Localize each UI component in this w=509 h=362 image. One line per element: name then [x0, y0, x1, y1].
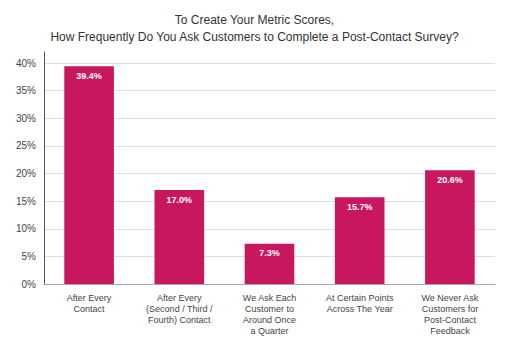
svg-text:0%: 0% — [22, 279, 37, 290]
svg-text:40%: 40% — [16, 58, 36, 69]
svg-text:20.6%: 20.6% — [437, 175, 463, 185]
svg-text:We Ask Each: We Ask Each — [243, 293, 296, 303]
svg-text:30%: 30% — [16, 113, 36, 124]
svg-text:Post-Contact: Post-Contact — [424, 315, 477, 325]
svg-text:Customer to: Customer to — [245, 304, 294, 314]
svg-text:Fourth) Contact: Fourth) Contact — [148, 315, 211, 325]
svg-text:Around Once: Around Once — [243, 315, 296, 325]
svg-text:17.0%: 17.0% — [167, 195, 193, 205]
svg-text:a Quarter: a Quarter — [250, 326, 288, 336]
svg-text:After Every: After Every — [67, 293, 112, 303]
svg-text:35%: 35% — [16, 85, 36, 96]
svg-text:7.3%: 7.3% — [259, 248, 280, 258]
svg-text:To Create Your Metric Scores,: To Create Your Metric Scores, — [175, 13, 334, 27]
svg-text:(Second / Third /: (Second / Third / — [146, 304, 213, 314]
svg-text:10%: 10% — [16, 223, 36, 234]
svg-text:Contact: Contact — [74, 304, 106, 314]
svg-text:After Every: After Every — [157, 293, 202, 303]
svg-text:39.4%: 39.4% — [76, 71, 102, 81]
svg-text:25%: 25% — [16, 140, 36, 151]
svg-text:At Certain Points: At Certain Points — [326, 293, 394, 303]
svg-text:How Frequently Do You Ask Cust: How Frequently Do You Ask Customers to C… — [50, 30, 459, 44]
svg-text:15.7%: 15.7% — [347, 202, 373, 212]
svg-text:5%: 5% — [22, 251, 37, 262]
svg-text:Customers for: Customers for — [422, 304, 479, 314]
svg-text:We Never Ask: We Never Ask — [421, 293, 478, 303]
svg-text:15%: 15% — [16, 196, 36, 207]
svg-text:Across The Year: Across The Year — [327, 304, 393, 314]
svg-text:20%: 20% — [16, 168, 36, 179]
svg-text:Feedback: Feedback — [430, 326, 470, 336]
